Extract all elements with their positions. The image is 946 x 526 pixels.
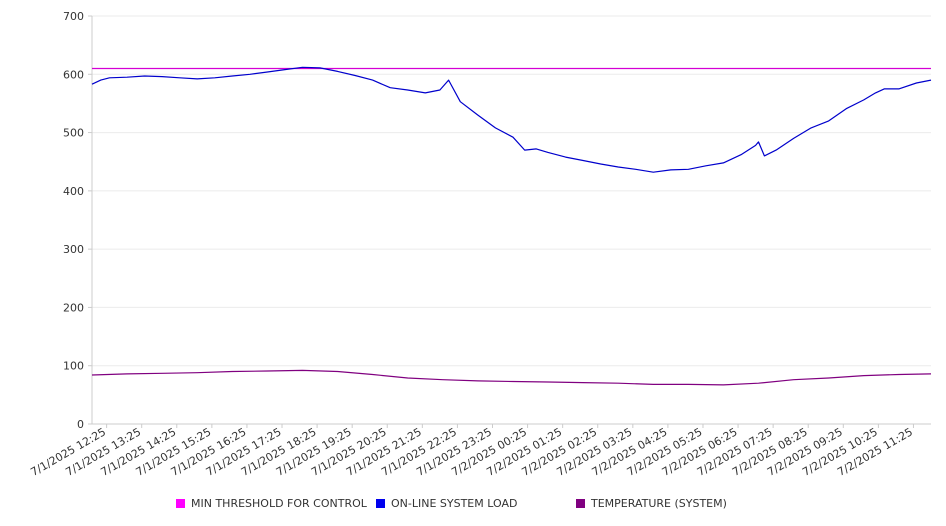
y-tick-label: 700 [63,10,84,23]
y-tick-label: 100 [63,360,84,373]
y-tick-label: 0 [77,418,84,431]
y-axis-ticks: 0 100 200 300 400 500 600 700 [63,10,92,431]
y-tick-label: 300 [63,243,84,256]
legend: MIN THRESHOLD FOR CONTROL ON-LINE SYSTEM… [0,497,946,515]
y-tick-label: 600 [63,68,84,81]
legend-item-temperature[interactable]: TEMPERATURE (SYSTEM) [576,497,727,510]
legend-swatch-threshold [176,499,185,508]
legend-label-temperature: TEMPERATURE (SYSTEM) [591,497,727,510]
x-axis-ticks: 7/1/2025 12:257/1/2025 13:257/1/2025 14:… [28,424,915,479]
legend-swatch-temperature [576,499,585,508]
legend-swatch-system-load [376,499,385,508]
chart: 0 100 200 300 400 500 600 700 7/1/2025 12:257/1… [28,10,932,479]
legend-item-system-load[interactable]: ON-LINE SYSTEM LOAD [376,497,517,510]
series-line-temperature [91,369,932,386]
gridlines [92,15,931,367]
legend-label-system-load: ON-LINE SYSTEM LOAD [391,497,518,510]
y-tick-label: 400 [63,185,84,198]
y-tick-label: 500 [63,127,84,140]
legend-label-threshold: MIN THRESHOLD FOR CONTROL [191,497,367,510]
legend-item-threshold[interactable]: MIN THRESHOLD FOR CONTROL [176,497,367,510]
series-line-system-load [91,66,932,173]
series-layer [91,66,932,386]
y-tick-label: 200 [63,301,84,314]
